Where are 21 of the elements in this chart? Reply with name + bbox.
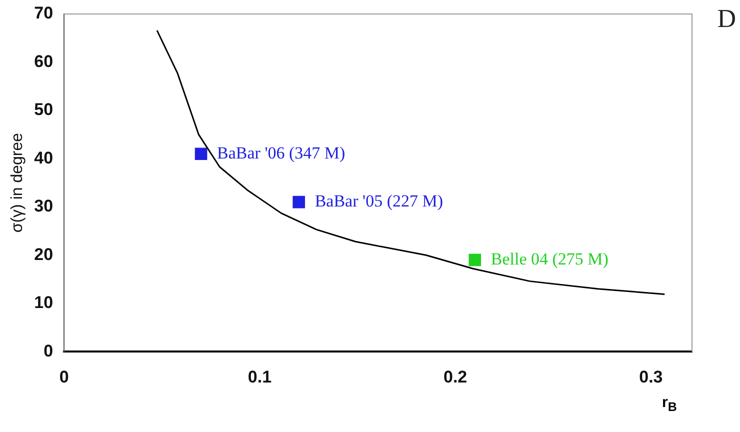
point: [194, 148, 208, 160]
y-tick-label: 40: [34, 148, 54, 168]
x-tick-label: 0.3: [639, 367, 663, 386]
series-label: Belle 04 (275 M): [490, 249, 608, 268]
y-tick-label: 10: [34, 293, 54, 312]
point: [292, 196, 305, 208]
x-tick-label: 0: [59, 367, 69, 386]
y-tick-label: 60: [34, 52, 54, 71]
series-label: BaBar '05 (227 M): [314, 192, 444, 211]
x-tick-label: 0.2: [444, 367, 468, 386]
x-axis-title: r$_{B}$: [662, 394, 677, 414]
y-tick-label: 30: [34, 196, 54, 216]
y-tick-label: 70: [34, 4, 54, 23]
y-tick-label: 0: [44, 341, 54, 360]
y-tick-label: 20: [34, 244, 54, 264]
y-axis-title: σ(γ) in degree: [9, 132, 26, 233]
y-tick-label: 50: [34, 100, 54, 120]
point: [468, 254, 482, 266]
x-tick-label: 0.1: [248, 367, 272, 386]
text: D: [717, 4, 736, 34]
series-label: BaBar '06 (347 M): [217, 143, 346, 162]
